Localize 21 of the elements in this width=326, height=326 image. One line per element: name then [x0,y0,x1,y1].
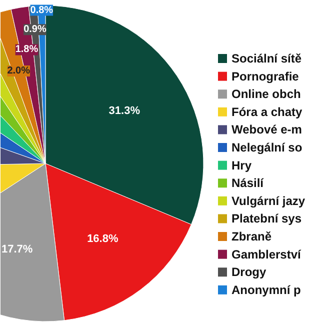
legend-label: Webové e-m [232,122,302,137]
legend-label: Zbraně [232,230,272,244]
legend-label: Pornografie [232,69,300,84]
legend-label: Hry [232,158,252,172]
data-label: 17.7% [2,243,33,256]
data-label: 16.8% [87,233,118,246]
legend-label: Sociální sítě [232,52,302,66]
legend-label: Násilí [232,176,264,190]
data-label: 0.8% [30,4,54,16]
data-label: 1.8% [15,44,38,56]
legend-label: Platební sys [232,212,302,226]
legend-label: Gamblerství [232,247,302,262]
data-label: 2.0% [7,65,30,76]
legend-label: Online obch [232,87,301,102]
legend-label: Drogy [232,265,266,280]
data-label: 31.3% [108,104,140,117]
data-label: 0.9% [24,24,46,36]
legend-label: Anonymní p [232,282,301,297]
legend-label: Fóra a chaty [232,104,303,119]
legend-label: Nelegální so [232,140,302,154]
legend-label: Vulgární jazy [232,194,306,208]
